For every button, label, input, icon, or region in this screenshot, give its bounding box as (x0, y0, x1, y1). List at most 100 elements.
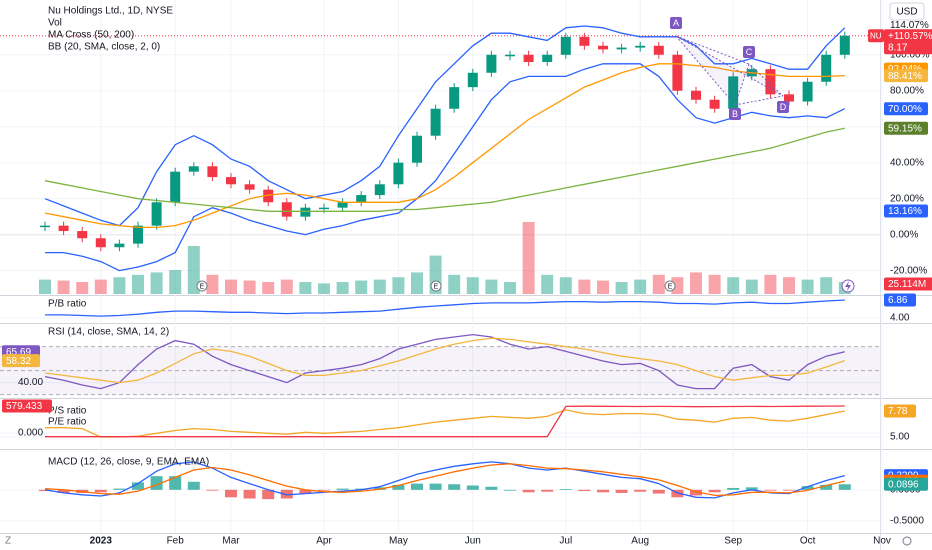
y-tick-label: 5.00 (890, 432, 910, 443)
volume-bar (262, 282, 275, 294)
pane-title: P/S ratio (48, 406, 87, 417)
badge-box (884, 477, 928, 491)
histogram-bar (838, 484, 851, 490)
settings-icon[interactable] (902, 536, 912, 546)
series-line (44, 25, 846, 227)
candle (188, 166, 199, 172)
currency-label: USD (896, 7, 917, 18)
histogram-bar (299, 489, 312, 494)
candle (430, 108, 441, 136)
histogram-bar (801, 486, 814, 490)
badge-label: 88.41% (888, 71, 922, 82)
volume-bar (448, 274, 461, 294)
candle (133, 225, 143, 244)
currency-button[interactable] (889, 2, 925, 21)
candle (784, 94, 794, 102)
histogram-bar (597, 489, 609, 493)
histogram-bar (783, 489, 795, 491)
pane-title: P/E ratio (48, 417, 87, 428)
volume-bar (745, 279, 758, 294)
price-badge: 7.78 (884, 404, 916, 418)
histogram-bar (57, 489, 70, 493)
badge-box (884, 29, 932, 55)
series-line (44, 461, 845, 499)
y-tick-label: -20.00% (890, 265, 927, 276)
volume-bar (187, 246, 200, 294)
candle (151, 202, 162, 226)
histogram-bar (187, 481, 200, 490)
event-marker[interactable] (430, 280, 442, 292)
y-tick-label: 0.00% (890, 229, 918, 240)
legend-item: MA Cross (50, 200) (48, 30, 134, 41)
volume-bar (820, 277, 833, 294)
candle (765, 69, 776, 95)
candle (449, 87, 460, 109)
volume-bar (764, 274, 777, 294)
candle (728, 76, 739, 109)
candle (802, 81, 813, 102)
candle (300, 207, 311, 217)
histogram-bar (318, 489, 330, 491)
x-tick-label: May (389, 536, 408, 547)
volume-bar (783, 277, 795, 294)
volume-bar (671, 277, 684, 294)
histogram-bar (336, 488, 349, 490)
volume-bar (597, 280, 609, 294)
last-price: 8.17 (888, 42, 908, 53)
volume-bar (225, 279, 237, 294)
volume-bar (94, 279, 107, 294)
event-marker[interactable] (196, 280, 208, 292)
annotation-box (777, 101, 789, 113)
series-line (45, 63, 846, 272)
histogram-bar (727, 487, 740, 490)
zoom-button[interactable]: Z (5, 536, 11, 547)
x-tick-label: Jun (465, 536, 481, 547)
pane-title: RSI (14, close, SMA, 14, 2) (48, 327, 169, 338)
price-badge: 579.433 (2, 399, 52, 413)
histogram-bar (243, 489, 256, 499)
candle (356, 195, 367, 203)
candle (839, 35, 850, 55)
marks (39, 25, 851, 500)
badge-label: 0.0896 (888, 479, 919, 490)
y-tick-label: 80.00% (890, 85, 924, 96)
pattern-line (734, 95, 784, 106)
legend: Nu Holdings Ltd., 1D, NYSE Vol MA Cross … (48, 6, 209, 468)
histogram-bar (541, 489, 554, 492)
series-line (45, 405, 845, 438)
histogram-bar (429, 483, 442, 490)
annotation-box (743, 46, 755, 58)
volume-bar (132, 274, 144, 294)
x-tick-label: Oct (800, 536, 816, 547)
candle (77, 231, 88, 239)
badge-label: 25.114M (888, 279, 926, 290)
volume-bar (485, 279, 498, 294)
histogram-bar (132, 482, 144, 490)
series-line (44, 333, 845, 390)
event-marker[interactable] (664, 280, 676, 292)
volume-bar (206, 274, 219, 294)
volume-bar (243, 280, 256, 294)
price-badge: 70.00% (884, 102, 928, 116)
volume-bar (113, 277, 126, 294)
candle (579, 36, 590, 46)
legend-item: BB (20, SMA, close, 2, 0) (48, 42, 160, 53)
volume-bar (299, 282, 312, 294)
price-badge: 0.0896 (884, 477, 928, 491)
x-tick-label: Nov (873, 536, 891, 547)
badge-box (884, 293, 916, 307)
badge-label: 59.15% (888, 123, 922, 134)
volume-badge: 25.114M (884, 277, 932, 291)
y-tick-label: 20.00% (890, 193, 924, 204)
histogram-bar (578, 489, 591, 492)
annotation: B (732, 109, 738, 119)
volume-bar (466, 277, 479, 294)
histogram-bar (113, 488, 126, 490)
volume-bar (169, 270, 182, 294)
badge-label: 6.86 (888, 295, 908, 306)
candle (114, 243, 125, 248)
histogram-bar (745, 487, 758, 490)
badge-label: 579.433 (6, 401, 43, 412)
